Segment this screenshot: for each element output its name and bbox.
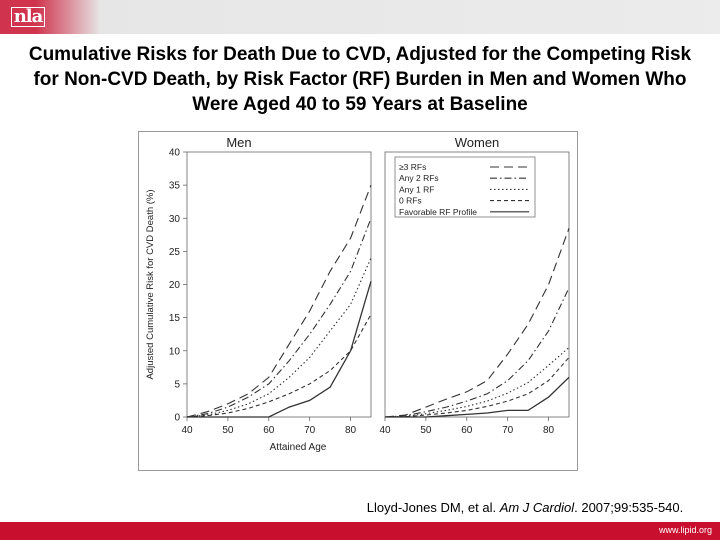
x-axis-label: Attained Age xyxy=(270,442,327,453)
y-tick-label: 20 xyxy=(169,280,181,291)
header-gradient xyxy=(0,0,720,34)
x-tick-label: 80 xyxy=(543,425,555,436)
y-tick-label: 25 xyxy=(169,247,181,258)
y-tick-label: 15 xyxy=(169,313,181,324)
series-line-dashdot xyxy=(384,287,570,418)
series-line-solid xyxy=(385,376,570,418)
x-tick-label: 70 xyxy=(304,425,316,436)
citation-details: . 2007;99:535-540. xyxy=(574,500,684,515)
legend-label: Any 1 RF xyxy=(399,184,434,194)
chart-figure: Men 40 50 60 70 80 0 5 10 15 20 25 30 35 40 Adjusted Cu… xyxy=(138,131,578,471)
legend-label: ≥3 RFs xyxy=(399,162,426,172)
x-tick-label: 80 xyxy=(345,425,357,436)
slide-title: Cumulative Risks for Death Due to CVD, A… xyxy=(28,44,692,115)
series-line-dashdot xyxy=(186,218,372,418)
y-tick-label: 5 xyxy=(174,379,180,390)
citation-authors: Lloyd-Jones DM, et al. xyxy=(366,500,500,515)
legend-label: Favorable RF Profile xyxy=(399,207,477,217)
series-line-shortdash xyxy=(384,357,570,418)
chart-svg: Men 40 50 60 70 80 0 5 10 15 20 25 30 35 40 Adjusted Cu… xyxy=(145,135,570,453)
x-tick-label: 40 xyxy=(181,425,193,436)
y-axis-label: Adjusted Cumulative Risk for CVD Death (… xyxy=(145,189,156,379)
x-tick-label: 50 xyxy=(420,425,432,436)
y-tick-label: 35 xyxy=(169,181,181,192)
x-tick-label: 40 xyxy=(379,425,391,436)
citation: Lloyd-Jones DM, et al. Am J Cardiol. 200… xyxy=(0,500,720,515)
legend-label: Any 2 RFs xyxy=(399,173,439,183)
nla-logo: nla xyxy=(8,3,48,31)
footer-url: www.lipid.org xyxy=(658,525,712,535)
series-line-dotted xyxy=(186,257,372,418)
y-tick-label: 30 xyxy=(169,214,181,225)
series-line-longdash xyxy=(384,228,570,418)
panel-title: Women xyxy=(455,135,500,150)
panel-men: Men 40 50 60 70 80 0 5 10 15 20 25 30 35 40 Adjusted Cu… xyxy=(145,135,372,436)
header-band: nla xyxy=(0,0,720,34)
x-tick-label: 60 xyxy=(263,425,275,436)
x-tick-label: 60 xyxy=(461,425,473,436)
logo-text: nla xyxy=(10,7,46,27)
x-tick-label: 70 xyxy=(502,425,514,436)
series-line-dotted xyxy=(384,346,570,418)
citation-journal: Am J Cardiol xyxy=(499,500,575,515)
series-line-longdash xyxy=(186,184,372,418)
legend-label: 0 RFs xyxy=(399,196,422,206)
footer-bar: www.lipid.org xyxy=(0,522,720,540)
y-tick-label: 0 xyxy=(174,413,180,424)
plot-frame xyxy=(186,151,372,418)
panel-title: Men xyxy=(226,135,251,150)
plot-frame xyxy=(384,151,570,418)
series-line-shortdash xyxy=(186,314,372,418)
y-tick-label: 40 xyxy=(169,148,181,159)
x-tick-label: 50 xyxy=(222,425,234,436)
series-line-solid xyxy=(187,281,372,418)
y-tick-label: 10 xyxy=(169,346,181,357)
